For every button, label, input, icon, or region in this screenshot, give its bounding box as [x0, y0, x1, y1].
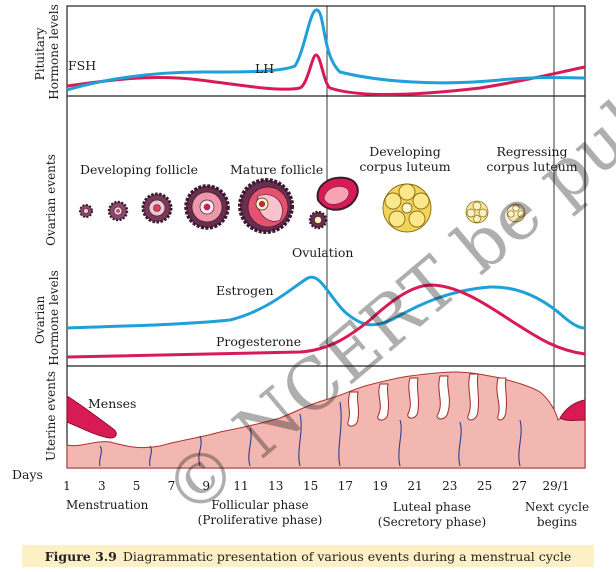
- uterine-vessels: [99, 401, 522, 467]
- menses-label: Menses: [88, 396, 136, 411]
- day-tick: 15: [303, 479, 318, 493]
- developing-cl-line1: Developing: [369, 144, 440, 159]
- menstruation-label: Menstruation: [66, 498, 149, 512]
- fsh-label: FSH: [68, 58, 96, 73]
- ovarian-event-labels: Developing follicle Mature follicle Ovul…: [80, 144, 578, 260]
- pituitary-curves: [66, 8, 586, 96]
- lh-label: LH: [255, 61, 274, 76]
- day-tick: 29/1: [543, 479, 570, 493]
- menses-flap: [66, 395, 117, 439]
- lh-curve: [66, 8, 586, 92]
- days-label: Days: [12, 467, 43, 482]
- ruptured-follicle: [308, 176, 359, 230]
- ovarian-hormone-label-line2: Hormone levels: [47, 270, 61, 366]
- day-tick: 7: [168, 479, 176, 493]
- pituitary-label-line1: Pituitary: [33, 27, 47, 80]
- next-cycle-line1: Next cycle: [525, 500, 589, 514]
- fsh-curve: [66, 53, 586, 96]
- day-tick: 5: [133, 479, 141, 493]
- follicle-sequence: [79, 176, 526, 234]
- estrogen-label: Estrogen: [216, 283, 274, 298]
- day-tick: 13: [268, 479, 283, 493]
- developing-cl-line2: corpus luteum: [359, 159, 450, 174]
- day-tick: 21: [407, 479, 422, 493]
- mature-follicle-label: Mature follicle: [230, 162, 323, 177]
- regressing-cl-line1: Regressing: [496, 144, 567, 159]
- estrogen-curve: [66, 275, 586, 330]
- day-tick: 9: [202, 479, 210, 493]
- endometrium: [66, 371, 586, 469]
- ovarian-hormone-label-line1: Ovarian: [33, 296, 47, 345]
- pituitary-label-line2: Hormone levels: [47, 4, 61, 100]
- figure-caption: Figure 3.9 Diagrammatic presentation of …: [22, 545, 594, 567]
- follicle-1: [79, 204, 93, 218]
- side-labels: Pituitary Hormone levels Ovarian events …: [33, 4, 61, 461]
- luteal-phase-line1: Luteal phase: [393, 500, 471, 514]
- follicle-2: [107, 200, 129, 222]
- svg-text:Ovarian Hormone levels: Ovarian Hormone levels: [33, 270, 61, 366]
- next-cycle-menses: [559, 399, 586, 421]
- follicular-phase-line1: Follicular phase: [211, 498, 308, 512]
- caption-text: Diagrammatic presentation of various eve…: [122, 548, 572, 564]
- day-tick: 23: [442, 479, 457, 493]
- day-tick: 17: [338, 479, 353, 493]
- day-tick: 19: [373, 479, 388, 493]
- day-tick: 1: [63, 479, 71, 493]
- day-axis: 1 3 5 7 9 11 13 15 17 19 21 23 25 27 29/1: [63, 479, 569, 493]
- regressing-corpus-luteum-2: [506, 203, 526, 223]
- day-tick: 25: [477, 479, 492, 493]
- caption-label: Figure 3.9: [44, 548, 117, 564]
- follicle-3: [141, 192, 173, 224]
- uterine-events-label: Uterine events: [44, 371, 58, 461]
- day-tick: 27: [512, 479, 527, 493]
- endometrium-lining: [66, 371, 586, 469]
- luteal-phase-line2: (Secretory phase): [378, 515, 486, 529]
- ovarian-events-label: Ovarian events: [44, 154, 58, 246]
- menstrual-cycle-diagram: Pituitary Hormone levels Ovarian events …: [12, 0, 616, 533]
- regressing-cl-line2: corpus luteum: [486, 159, 577, 174]
- developing-follicle-label: Developing follicle: [80, 162, 198, 177]
- progesterone-curve: [66, 283, 586, 359]
- ovulation-label: Ovulation: [292, 245, 353, 260]
- ovarian-hormone-curves: [66, 275, 586, 359]
- follicle-4: [184, 184, 230, 230]
- next-cycle-line2: begins: [537, 515, 577, 529]
- uterine-glands: [347, 373, 508, 427]
- regressing-corpus-luteum-1: [465, 200, 489, 224]
- progesterone-label: Progesterone: [216, 334, 301, 349]
- mature-follicle: [238, 178, 294, 234]
- developing-corpus-luteum: [382, 183, 432, 233]
- phase-labels: Menstruation Follicular phase (Prolifera…: [66, 498, 589, 529]
- day-tick: 11: [233, 479, 248, 493]
- follicular-phase-line2: (Proliferative phase): [198, 513, 323, 527]
- day-tick: 3: [98, 479, 106, 493]
- svg-text:Pituitary Hormone levels: Pituitary Hormone levels: [33, 4, 61, 100]
